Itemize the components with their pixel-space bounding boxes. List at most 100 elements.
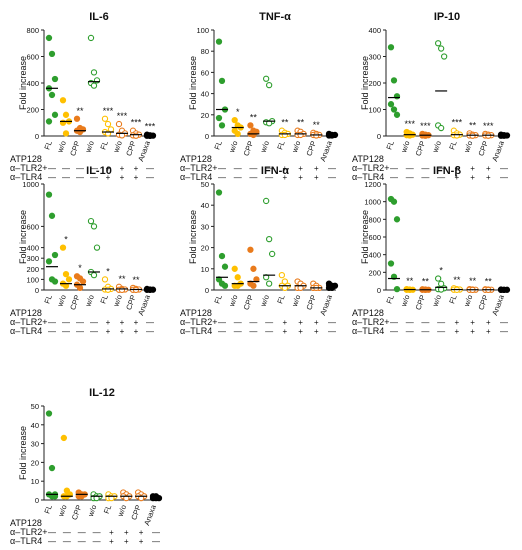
row-label-tlr2: α–TLR2+ bbox=[10, 317, 47, 327]
category-label: FL bbox=[384, 140, 395, 151]
y-tick-label: 400 bbox=[26, 79, 39, 88]
data-point bbox=[215, 114, 223, 122]
data-point bbox=[93, 244, 101, 251]
y-tick-label: 80 bbox=[201, 47, 209, 56]
data-point bbox=[90, 69, 98, 76]
row-label-tlr4: α–TLR4 bbox=[180, 326, 212, 336]
y-tick-label: 400 bbox=[368, 26, 381, 35]
tlr2-sign: — bbox=[218, 164, 226, 173]
data-point bbox=[247, 246, 254, 253]
data-point bbox=[278, 272, 286, 279]
tlr4-sign: — bbox=[62, 327, 70, 336]
tlr2-sign: + bbox=[470, 318, 475, 327]
data-point bbox=[265, 235, 273, 243]
tlr4-sign: — bbox=[48, 327, 56, 336]
tlr2-sign: + bbox=[298, 164, 303, 173]
category-label: FL bbox=[42, 294, 53, 305]
tlr4-sign: + bbox=[283, 327, 288, 336]
data-point bbox=[218, 252, 226, 260]
tlr2-sign: — bbox=[234, 164, 242, 173]
significance-marker: *** bbox=[452, 118, 463, 128]
data-point bbox=[390, 77, 398, 84]
row-label-atp128: ATP128 bbox=[10, 154, 42, 164]
tlr2-sign: — bbox=[90, 318, 98, 327]
category-label: FL bbox=[384, 294, 395, 305]
category-label: CPP bbox=[476, 140, 490, 158]
category-label: CPP bbox=[304, 294, 318, 312]
data-point bbox=[101, 276, 109, 283]
tlr2-sign: — bbox=[390, 164, 398, 173]
tlr4-sign: — bbox=[265, 327, 273, 336]
tlr4-sign: — bbox=[93, 537, 101, 546]
tlr4-sign: + bbox=[470, 327, 475, 336]
tlr2-sign: + bbox=[106, 164, 111, 173]
data-point bbox=[48, 91, 56, 99]
tlr2-sign: — bbox=[421, 164, 429, 173]
data-point bbox=[437, 45, 445, 52]
data-point bbox=[387, 101, 395, 108]
tlr4-sign: + bbox=[134, 327, 139, 336]
tlr2-sign: — bbox=[249, 318, 257, 327]
data-point bbox=[51, 111, 59, 118]
data-point bbox=[234, 130, 241, 138]
category-label: FL bbox=[212, 294, 223, 305]
category-label: Anaxa bbox=[490, 139, 506, 163]
tlr2-sign: — bbox=[437, 164, 445, 173]
category-label: CPP bbox=[129, 504, 143, 522]
data-point bbox=[297, 131, 304, 139]
tlr2-sign: + bbox=[134, 318, 139, 327]
category-label: CPP bbox=[70, 504, 84, 522]
row-label-tlr2: α–TLR2+ bbox=[352, 317, 389, 327]
row-label-atp128: ATP128 bbox=[10, 518, 42, 528]
tlr2-sign: — bbox=[63, 528, 71, 537]
panel-ifn-: IFN-β Fold increase 0 200 400 600 800 1000 1200 F… bbox=[352, 165, 511, 336]
significance-marker: ** bbox=[469, 120, 477, 130]
data-point bbox=[281, 131, 289, 139]
tlr2-sign: — bbox=[62, 318, 70, 327]
y-axis-label: Fold increase bbox=[360, 56, 370, 110]
data-point bbox=[45, 118, 53, 125]
tlr2-sign: + bbox=[486, 164, 491, 173]
tlr2-sign: — bbox=[48, 318, 56, 327]
y-tick-label: 600 bbox=[368, 233, 381, 242]
tlr4-sign: + bbox=[314, 327, 319, 336]
y-axis-label: Fold increase bbox=[360, 210, 370, 264]
category-label: w/o bbox=[111, 140, 124, 155]
data-point bbox=[453, 132, 461, 139]
data-point bbox=[132, 132, 140, 139]
tlr2-sign: — bbox=[234, 318, 242, 327]
significance-marker: * bbox=[78, 263, 82, 273]
tlr2-sign: — bbox=[265, 318, 273, 327]
row-label-atp128: ATP128 bbox=[180, 154, 212, 164]
panel-title: IP-10 bbox=[434, 11, 460, 23]
significance-marker: ** bbox=[281, 118, 289, 128]
y-tick-label: 100 bbox=[196, 26, 209, 35]
data-point bbox=[45, 410, 53, 417]
category-label: FL bbox=[42, 504, 53, 515]
category-label: CPP bbox=[476, 294, 490, 312]
significance-marker: ** bbox=[453, 275, 461, 285]
row-label-tlr4: α–TLR4 bbox=[180, 172, 212, 182]
tlr4-sign: — bbox=[249, 327, 257, 336]
data-point bbox=[51, 75, 59, 83]
data-point bbox=[48, 50, 56, 57]
tlr4-sign: — bbox=[146, 173, 154, 182]
tlr4-sign: — bbox=[48, 537, 56, 546]
category-label: CPP bbox=[242, 140, 256, 158]
tlr2-sign: — bbox=[218, 318, 226, 327]
data-point bbox=[87, 217, 95, 225]
category-label: Anaxa bbox=[136, 139, 152, 163]
tlr4-sign: — bbox=[234, 173, 242, 182]
y-tick-label: 60 bbox=[201, 68, 209, 77]
data-point bbox=[250, 282, 257, 289]
row-label-tlr2: α–TLR2+ bbox=[352, 163, 389, 173]
significance-marker: * bbox=[439, 266, 443, 276]
category-label: CPP bbox=[124, 140, 138, 158]
data-point bbox=[234, 274, 241, 281]
tlr4-sign: — bbox=[390, 327, 398, 336]
data-point bbox=[440, 53, 448, 60]
y-tick-label: 20 bbox=[31, 458, 39, 467]
panel-title: IFN-β bbox=[433, 165, 461, 177]
tlr2-sign: — bbox=[146, 164, 154, 173]
